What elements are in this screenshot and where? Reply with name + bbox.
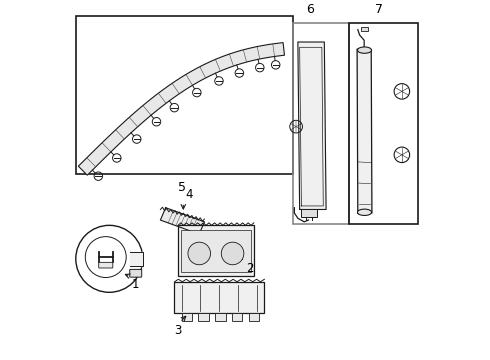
- Text: 2: 2: [246, 262, 253, 275]
- Text: 7: 7: [375, 3, 383, 15]
- Bar: [174, 282, 265, 314]
- Polygon shape: [160, 208, 204, 234]
- Bar: [232, 313, 242, 321]
- Bar: [178, 225, 254, 276]
- Polygon shape: [357, 49, 372, 213]
- Bar: [215, 313, 225, 321]
- Bar: [248, 313, 259, 321]
- Bar: [181, 230, 251, 272]
- Text: 4: 4: [185, 188, 193, 201]
- Text: 6: 6: [306, 3, 314, 15]
- Circle shape: [188, 242, 211, 265]
- Text: 5: 5: [177, 181, 186, 194]
- Circle shape: [221, 242, 244, 265]
- Bar: [181, 313, 192, 321]
- Bar: [361, 27, 368, 31]
- Text: 1: 1: [131, 278, 139, 291]
- Polygon shape: [78, 42, 285, 175]
- FancyBboxPatch shape: [130, 269, 142, 277]
- Bar: [293, 23, 349, 224]
- Ellipse shape: [358, 47, 371, 53]
- Bar: [301, 209, 317, 216]
- FancyBboxPatch shape: [98, 262, 113, 268]
- Text: 3: 3: [174, 324, 182, 337]
- Bar: [76, 15, 293, 174]
- Polygon shape: [298, 42, 326, 210]
- Bar: [349, 23, 418, 224]
- Bar: [198, 313, 209, 321]
- Ellipse shape: [358, 209, 371, 216]
